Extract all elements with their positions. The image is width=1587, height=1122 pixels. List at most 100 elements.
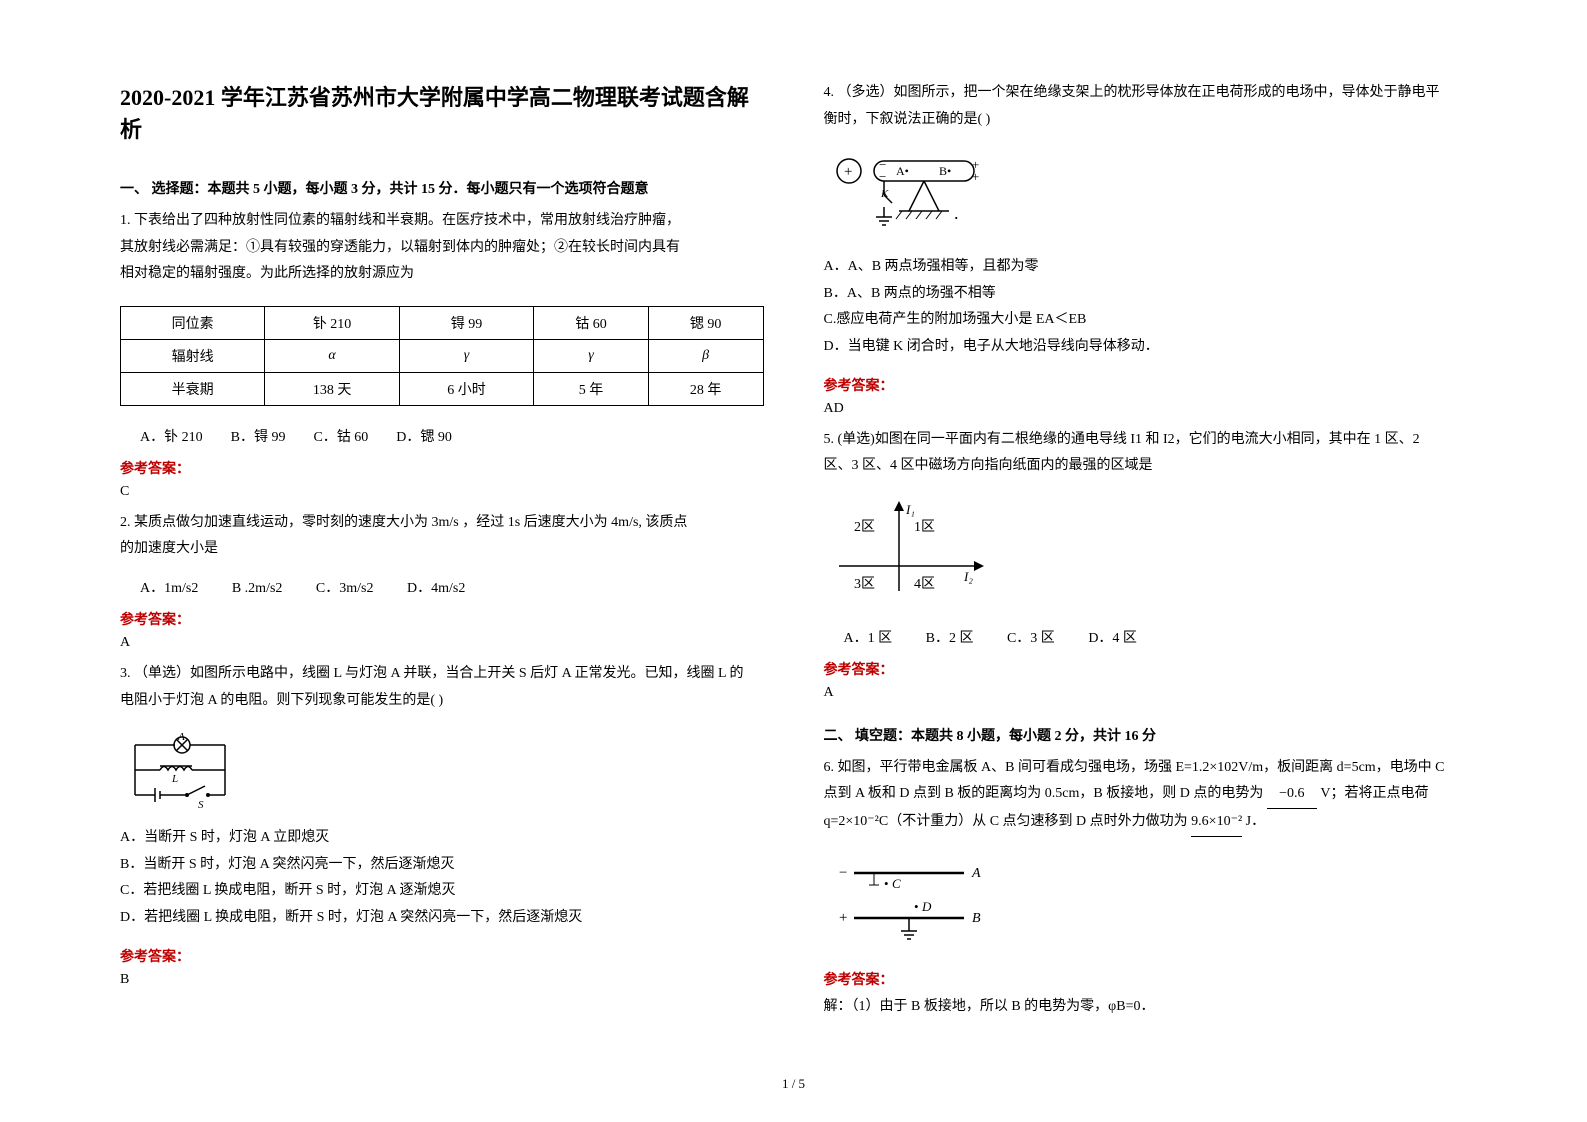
svg-text:2区: 2区 [854,519,875,535]
svg-text:S: S [198,799,204,810]
answer-label: 参考答案： [120,609,764,629]
q6-line2: 点到 A 板和 D 点到 B 板的距离均为 0.5cm，B 板接地，则 D 点的… [824,781,1468,809]
page-footer: 1 / 5 [0,1076,1587,1092]
svg-text:D: D [921,899,932,914]
opt: D．若把线圈 L 换成电阻，断开 S 时，灯泡 A 突然闪亮一下，然后逐渐熄灭 [120,905,764,932]
capacitor-diagram-q6: − + A B • C • D [824,853,1468,953]
cell: 辐射线 [121,339,265,372]
left-column: 2020-2021 学年江苏省苏州市大学附属中学高二物理联考试题含解析 一、 选… [120,80,764,1025]
svg-text:−: − [839,865,847,881]
opt: B．A、B 两点的场强不相等 [824,281,1468,308]
q6-solution: 解：（1）由于 B 板接地，所以 B 的电势为零，φB=0． [824,995,1468,1015]
opt: A．A、B 两点场强相等，且都为零 [824,254,1468,281]
opt: B .2m/s2 [232,581,283,596]
answer-label: 参考答案： [120,458,764,478]
svg-text:A: A [971,866,981,881]
svg-text:4区: 4区 [914,576,935,592]
svg-text:A: A [177,731,185,743]
cell: 同位素 [121,306,265,339]
question-1: 1. 下表给出了四种放射性同位素的辐射线和半衰期。在医疗技术中，常用放射线治疗肿… [120,208,764,288]
svg-text:•: • [884,876,889,891]
opt: B．当断开 S 时，灯泡 A 突然闪亮一下，然后逐渐熄灭 [120,852,764,879]
opt: D．当电键 K 闭合时，电子从大地沿导线向导体移动． [824,334,1468,361]
svg-text:•: • [914,899,919,914]
opt: C.感应电荷产生的附加场强大小是 EA＜EB [824,307,1468,334]
opt: D．4 区 [1088,631,1137,646]
cell: 5 年 [534,372,649,405]
svg-text:B•: B• [939,164,951,178]
section-a-head: 一、 选择题：本题共 5 小题，每小题 3 分，共计 15 分．每小题只有一个选… [120,178,764,198]
svg-text:+: + [839,910,847,926]
q5-options: A．1 区 B．2 区 C．3 区 D．4 区 [844,627,1468,647]
section-b-head: 二、 填空题：本题共 8 小题，每小题 2 分，共计 16 分 [824,725,1468,745]
q5-line1: 5. (单选)如图在同一平面内有二根绝缘的通电导线 I1 和 I2，它们的电流大… [824,427,1468,454]
q3-line2: 电阻小于灯泡 A 的电阻。则下列现象可能发生的是( ) [120,688,764,715]
svg-text:1区: 1区 [914,519,935,535]
svg-text:A•: A• [896,164,909,178]
cell: 锶 90 [648,306,763,339]
cell: 钋 210 [265,306,399,339]
q1-options: A．钋 210 B．锝 99 C．钴 60 D．锶 90 [140,426,764,446]
answer-label: 参考答案： [824,659,1468,679]
opt: C．3m/s2 [316,581,374,596]
answer-label: 参考答案： [824,375,1468,395]
svg-text:−: − [879,169,886,184]
q1-line3: 相对稳定的辐射强度。为此所选择的放射源应为 [120,261,764,288]
cell: 半衰期 [121,372,265,405]
cell: α [265,339,399,372]
cell: γ [399,339,533,372]
question-5: 5. (单选)如图在同一平面内有二根绝缘的通电导线 I1 和 I2，它们的电流大… [824,427,1468,480]
isotope-table: 同位素 钋 210 锝 99 钴 60 锶 90 辐射线 α γ γ β 半衰期… [120,306,764,406]
cell: 138 天 [265,372,399,405]
opt: A．1 区 [844,631,893,646]
svg-text:I₂: I₂ [963,569,973,584]
q1-line1: 1. 下表给出了四种放射性同位素的辐射线和半衰期。在医疗技术中，常用放射线治疗肿… [120,208,764,235]
svg-text:.: . [954,203,959,223]
q1-line2: 其放射线必需满足：①具有较强的穿透能力，以辐射到体内的肿瘤处；②在较长时间内具有 [120,235,764,262]
answer-label: 参考答案： [120,946,764,966]
q1-answer: C [120,484,764,500]
q3-answer: B [120,972,764,988]
svg-text:I₁: I₁ [905,502,915,517]
q2-line2: 的加速度大小是 [120,536,764,563]
q4-answer: AD [824,401,1468,417]
q4-line1: 4. （多选）如图所示，把一个架在绝缘支架上的枕形导体放在正电荷形成的电场中，导… [824,80,1468,107]
answer-label: 参考答案： [824,969,1468,989]
opt: A．当断开 S 时，灯泡 A 立即熄灭 [120,825,764,852]
opt: C．若把线圈 L 换成电阻，断开 S 时，灯泡 A 逐渐熄灭 [120,878,764,905]
table-row: 半衰期 138 天 6 小时 5 年 28 年 [121,372,764,405]
right-column: 4. （多选）如图所示，把一个架在绝缘支架上的枕形导体放在正电荷形成的电场中，导… [824,80,1468,1025]
conductor-diagram-q4: + A• B• − − + + K [824,149,1468,244]
q4-line2: 衡时，下叙说法正确的是( ) [824,107,1468,134]
cell: 锝 99 [399,306,533,339]
svg-text:3区: 3区 [854,576,875,592]
opt: B．2 区 [926,631,974,646]
svg-text:C: C [892,876,901,891]
q2-options: A．1m/s2 B .2m/s2 C．3m/s2 D．4m/s2 [140,577,764,597]
q2-line1: 2. 某质点做匀加速直线运动，零时刻的速度大小为 3m/s ，经过 1s 后速度… [120,510,764,537]
question-6: 6. 如图，平行带电金属板 A、B 间可看成匀强电场，场强 E=1.2×102V… [824,755,1468,837]
q6-line1: 6. 如图，平行带电金属板 A、B 间可看成匀强电场，场强 E=1.2×102V… [824,755,1468,782]
cell: β [648,339,763,372]
question-2: 2. 某质点做匀加速直线运动，零时刻的速度大小为 3m/s ，经过 1s 后速度… [120,510,764,563]
q4-options: A．A、B 两点场强相等，且都为零 B．A、B 两点的场强不相等 C.感应电荷产… [824,254,1468,360]
question-3: 3. （单选）如图所示电路中，线圈 L 与灯泡 A 并联，当合上开关 S 后灯 … [120,661,764,714]
svg-text:+: + [844,164,852,180]
question-4: 4. （多选）如图所示，把一个架在绝缘支架上的枕形导体放在正电荷形成的电场中，导… [824,80,1468,133]
svg-text:L: L [171,773,178,785]
q2-answer: A [120,635,764,651]
cell: γ [534,339,649,372]
exam-title: 2020-2021 学年江苏省苏州市大学附属中学高二物理联考试题含解析 [120,80,764,144]
q5-line2: 区、3 区、4 区中磁场方向指向纸面内的最强的区域是 [824,453,1468,480]
blank-2: 9.6×10⁻² [1191,809,1242,837]
cell: 28 年 [648,372,763,405]
opt: A．1m/s2 [140,581,198,596]
q6-line3: q=2×10⁻²C（不计重力）从 C 点匀速移到 D 点时外力做功为 9.6×1… [824,809,1468,837]
q3-options: A．当断开 S 时，灯泡 A 立即熄灭 B．当断开 S 时，灯泡 A 突然闪亮一… [120,825,764,931]
table-row: 同位素 钋 210 锝 99 钴 60 锶 90 [121,306,764,339]
cell: 6 小时 [399,372,533,405]
svg-text:B: B [972,911,981,926]
q3-line1: 3. （单选）如图所示电路中，线圈 L 与灯泡 A 并联，当合上开关 S 后灯 … [120,661,764,688]
svg-text:+: + [972,169,979,184]
table-row: 辐射线 α γ γ β [121,339,764,372]
